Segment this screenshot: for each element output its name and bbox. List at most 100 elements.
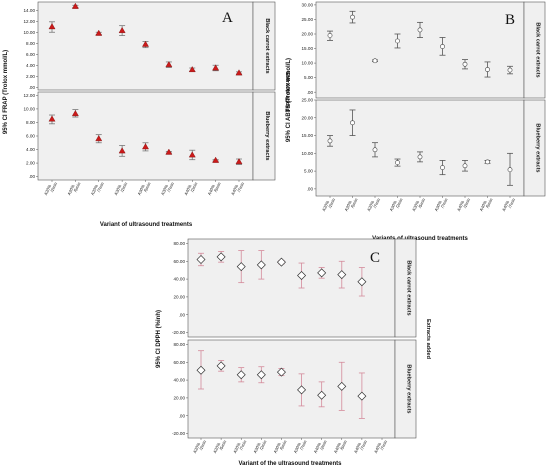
- marker-A-1-6: [188, 151, 196, 158]
- ytick-label-C-1-1: 60.00: [174, 360, 186, 365]
- xtick-label-A-8: A40%/7min: [230, 179, 245, 198]
- xtick-label-A-5: A30%/7min: [160, 179, 175, 198]
- marker-C-0-2: [236, 262, 246, 272]
- facet-strip-A-1: [252, 91, 276, 181]
- ytick-label-B-0-2: 20.00: [302, 32, 314, 37]
- marker-C-1-4: [276, 367, 286, 377]
- marker-C-1-3: [256, 370, 266, 380]
- marker-B-1-5: [440, 165, 445, 170]
- marker-A-1-5: [165, 148, 173, 155]
- plot-area-B-0: [315, 1, 525, 99]
- ytick-label-C-0-1: 60.00: [174, 259, 186, 264]
- plot-area-C-1: [187, 339, 396, 439]
- marker-A-0-1: [71, 2, 79, 9]
- ylabel-B: 95% CI ABTS (Trolox mmol/L): [286, 58, 292, 142]
- facet-strip-A-0: [252, 1, 276, 91]
- panel-letter-B: B: [505, 12, 515, 28]
- marker-B-0-0: [327, 33, 333, 38]
- marker-C-1-0: [196, 365, 206, 375]
- marker-A-1-7: [212, 156, 220, 163]
- ytick-label-B-1-1: 20.00: [302, 115, 314, 120]
- facet-strip-C-1: [394, 339, 417, 439]
- xtick-label-B-7: A40%/5min: [479, 195, 494, 214]
- marker-A-0-5: [165, 61, 173, 68]
- xtick-label-C-9: A40%/7min: [373, 437, 388, 456]
- ytick-label-A-1-6: .00: [29, 174, 36, 179]
- marker-A-1-3: [118, 147, 126, 154]
- ytick-label-A-0-2: 10.00: [24, 30, 36, 35]
- facet-title-A: Extracts added: [284, 72, 290, 113]
- marker-C-0-8: [357, 277, 367, 287]
- xtick-label-B-2: A20%/7min: [366, 195, 381, 214]
- marker-B-1-4: [417, 154, 423, 160]
- facet-strip-B-0: [523, 1, 546, 99]
- xtick-label-B-0: A20%/2min: [321, 195, 336, 214]
- marker-B-0-4: [417, 27, 423, 33]
- plot-area-B-1: [315, 99, 525, 197]
- ytick-label-A-0-1: 12.00: [24, 19, 36, 24]
- xtick-label-C-7: A40%/5min: [333, 437, 348, 456]
- marker-C-0-0: [196, 254, 206, 264]
- ytick-label-A-0-0: 14.00: [24, 8, 36, 13]
- marker-B-1-0: [327, 138, 333, 144]
- ytick-label-A-1-5: 2.00: [26, 161, 35, 166]
- ytick-label-C-1-3: 20.00: [174, 396, 186, 401]
- xtick-label-C-0: A20%/2min: [192, 437, 207, 456]
- marker-C-0-1: [216, 252, 226, 262]
- ytick-label-A-0-4: 6.00: [26, 52, 35, 57]
- marker-B-1-2: [372, 147, 378, 153]
- marker-B-0-3: [395, 38, 400, 44]
- facet-label-B-1: Blueberry extracts: [535, 123, 541, 172]
- panel-A-0: Black carrot extracts 14.00 12.00 10.00 8.00…: [24, 1, 276, 91]
- xtick-label-C-4: A30%/5min: [272, 437, 287, 456]
- ytick-label-B-1-2: 15.00: [302, 133, 314, 138]
- xtick-label-C-5: A30%/7min: [293, 437, 308, 456]
- marker-A-0-6: [188, 66, 196, 73]
- ytick-label-C-1-5: -20.00: [172, 431, 185, 436]
- ytick-label-C-0-2: 40.00: [174, 277, 186, 282]
- marker-A-1-2: [95, 135, 103, 142]
- marker-B-1-8: [507, 167, 513, 173]
- marker-A-0-7: [212, 64, 220, 71]
- marker-C-0-6: [317, 268, 327, 278]
- marker-A-1-0: [48, 115, 56, 122]
- panel-C-1: Blueberry extracts 80.00 60.00 40.00 20.00 .0…: [172, 339, 417, 439]
- xtick-label-A-3: A30%/2min: [113, 179, 128, 198]
- xtick-label-C-8: A40%/7min: [353, 437, 368, 456]
- facet-label-B-0: Black carrot extracts: [535, 22, 541, 77]
- marker-B-1-1: [350, 120, 355, 126]
- chart-B: Black carrot extracts 30.00 25.00 20.00 15.0…: [286, 1, 546, 242]
- xtick-label-C-2: A20%/7min: [232, 437, 247, 456]
- marker-C-0-4: [276, 257, 286, 267]
- marker-C-1-8: [357, 391, 367, 401]
- xtick-label-B-3: A30%/2min: [389, 195, 404, 214]
- xlabel-A: Variant of ultrasound treatments: [100, 222, 193, 228]
- ytick-label-C-1-2: 40.00: [174, 378, 186, 383]
- xtick-label-A-1: A20%/5min: [66, 179, 81, 198]
- marker-A-0-4: [142, 40, 149, 47]
- marker-C-1-6: [317, 390, 327, 400]
- ylabel-C: 95% CI DPPH (%inh): [156, 310, 162, 368]
- marker-A-1-8: [235, 158, 243, 165]
- marker-B-0-6: [462, 61, 468, 67]
- marker-A-0-0: [48, 23, 56, 30]
- marker-C-1-7: [337, 381, 347, 391]
- plot-area-C-0: [187, 238, 396, 338]
- marker-B-0-1: [350, 14, 355, 20]
- ytick-label-C-0-5: -20.00: [172, 330, 185, 335]
- marker-B-0-2: [372, 58, 378, 64]
- marker-A-0-2: [95, 29, 103, 36]
- ytick-label-B-1-5: .00: [307, 186, 314, 191]
- xtick-label-B-6: A40%/2min: [456, 195, 471, 214]
- xlabel-C: Variant of the ultrasound treatments: [238, 461, 342, 467]
- xtick-label-A-6: A40%/2min: [183, 179, 198, 198]
- marker-B-0-8: [507, 67, 513, 73]
- xlabel-B: Variants of ultrasound treatments: [372, 236, 468, 242]
- marker-C-1-2: [236, 370, 246, 380]
- marker-C-1-1: [216, 361, 226, 371]
- panel-B-1: Blueberry extracts 25.00 20.00 15.00 10.00 5.…: [302, 98, 546, 197]
- plot-area-A-1: [37, 91, 254, 181]
- chart-A: Black carrot extracts 14.00 12.00 10.00 8.00…: [3, 1, 290, 228]
- ytick-label-A-1-0: 12.00: [24, 93, 36, 98]
